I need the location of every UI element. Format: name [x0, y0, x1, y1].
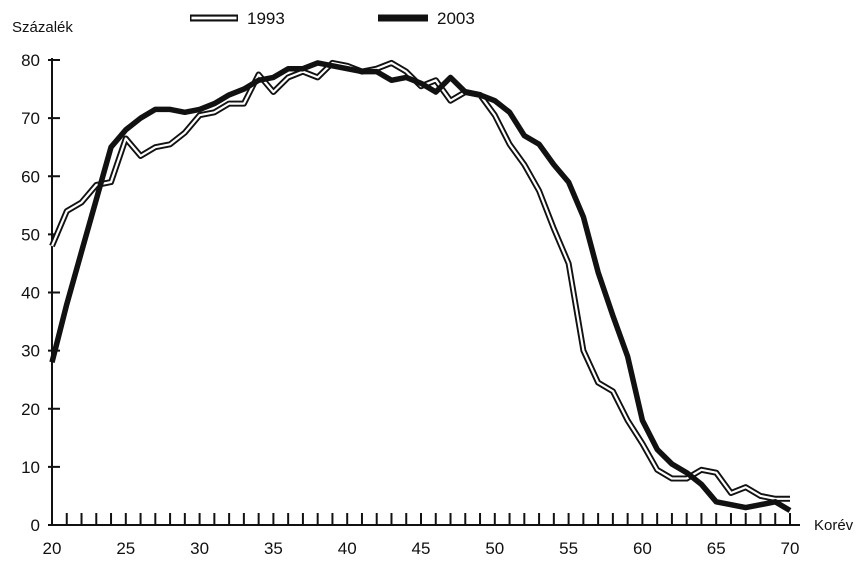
series-2003 [49, 60, 792, 513]
series-1993 [49, 59, 790, 502]
y-tick-label: 40 [21, 284, 40, 303]
axes: 0 10 20 30 40 50 60 70 80 20 25 30 35 40 45 50 55 60 65 70 [21, 51, 800, 558]
y-tick-label: 0 [31, 516, 40, 535]
x-tick-label: 65 [707, 539, 726, 558]
x-tick-label: 45 [412, 539, 431, 558]
x-tick-label: 50 [485, 539, 504, 558]
y-tick-label: 20 [21, 400, 40, 419]
y-tick-label: 10 [21, 458, 40, 477]
y-tick-label: 50 [21, 225, 40, 244]
series-line-inner-1993 [50, 61, 790, 500]
y-tick-label: 70 [21, 109, 40, 128]
y-tick-label: 60 [21, 167, 40, 186]
legend: 1993 2003 [190, 9, 475, 28]
y-axis-title: Százalék [12, 19, 73, 36]
series-line-2003 [49, 60, 792, 513]
x-tick-label: 55 [559, 539, 578, 558]
y-tick-label: 80 [21, 51, 40, 70]
x-axis-title: Korév [814, 517, 854, 534]
x-tick-label: 70 [781, 539, 800, 558]
legend-label-2003: 2003 [437, 9, 475, 28]
series-line-1993 [49, 59, 790, 502]
x-tick-label: 40 [338, 539, 357, 558]
x-tick-label: 25 [116, 539, 135, 558]
x-tick-label: 20 [43, 539, 62, 558]
x-tick-label: 60 [633, 539, 652, 558]
series-layer [49, 59, 792, 513]
x-tick-label: 30 [190, 539, 209, 558]
legend-label-1993: 1993 [247, 9, 285, 28]
x-tick-label: 35 [264, 539, 283, 558]
y-tick-label: 30 [21, 342, 40, 361]
